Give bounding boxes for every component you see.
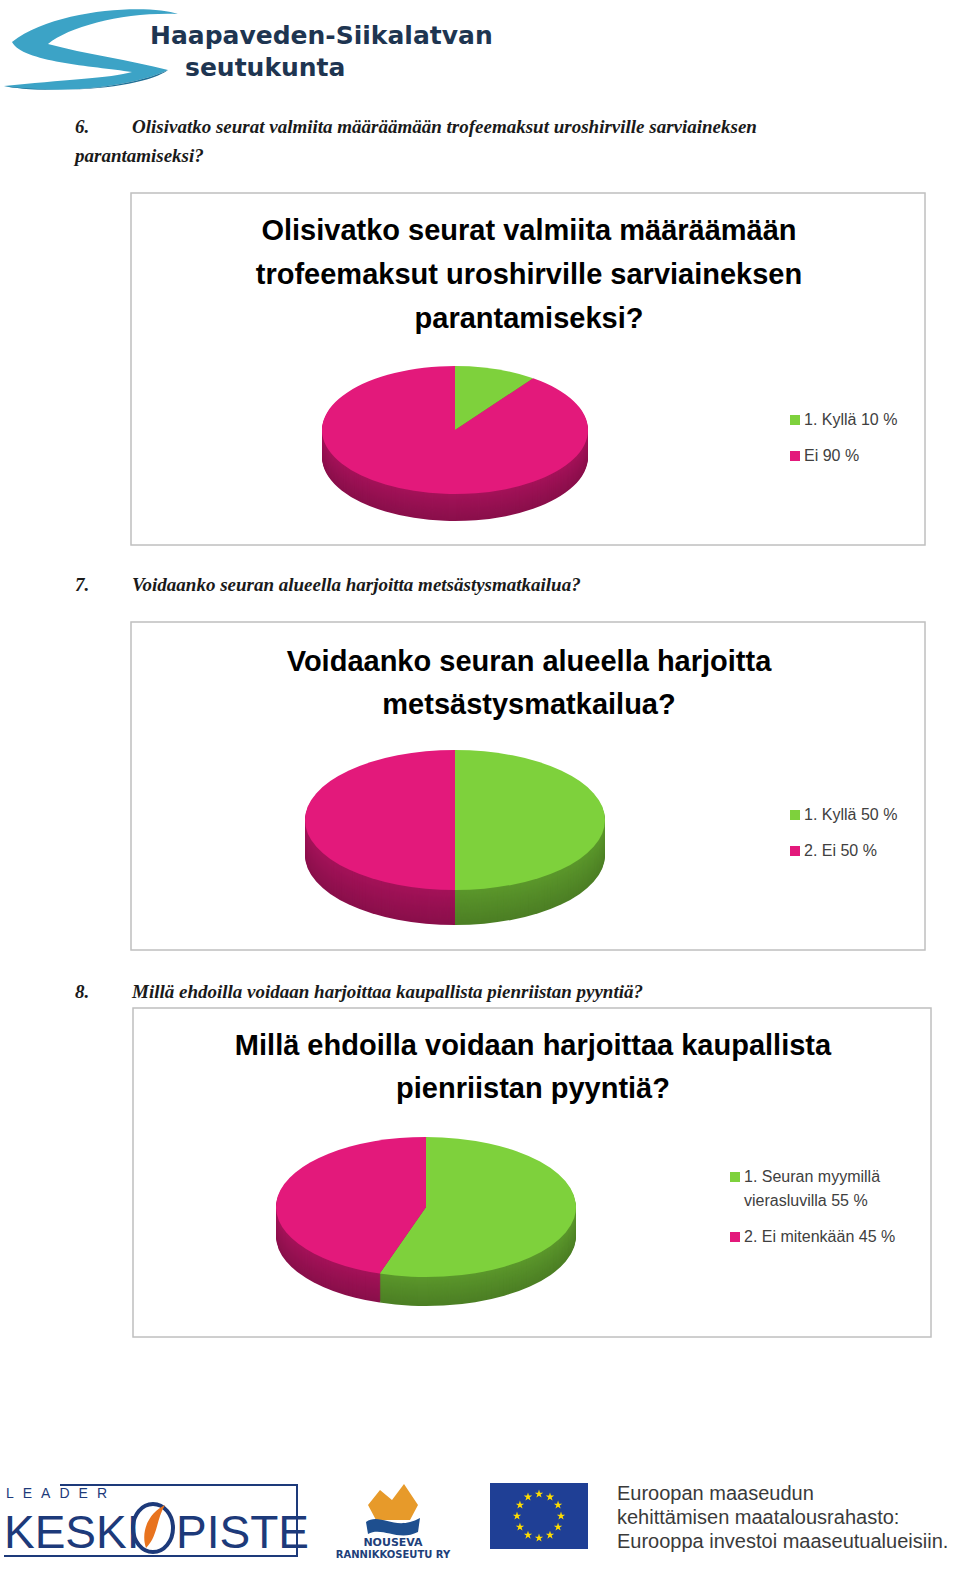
eu-star <box>535 1534 543 1542</box>
legend-label: 2. Ei mitenkään 45 % <box>744 1228 895 1245</box>
pie-top <box>276 1137 576 1277</box>
question-heading: 6. Olisivatko seurat valmiita määräämään … <box>73 116 757 166</box>
chart-frame <box>131 193 925 545</box>
chart-title: metsästysmatkailua? <box>382 688 675 720</box>
eu-flag <box>490 1483 588 1549</box>
pie-top <box>322 366 588 494</box>
pie-top <box>305 750 605 890</box>
question-number: 8. <box>75 981 89 1002</box>
eu-star <box>516 1501 524 1509</box>
footer: LEADER KESKI PISTE NOUSEVARANNIKKOSEUTU RY E… <box>4 1482 948 1560</box>
pie-slice <box>455 750 605 890</box>
legend-label: 2. Ei 50 % <box>804 842 877 859</box>
chart-title: Voidaanko seuran alueella harjoitta <box>287 645 772 677</box>
chart-title: Millä ehdoilla voidaan harjoittaa kaupal… <box>235 1029 832 1061</box>
eu-star <box>535 1490 543 1498</box>
leader-text: LEADER <box>6 1485 116 1501</box>
legend-swatch <box>730 1172 740 1182</box>
legend-label: Ei 90 % <box>804 447 859 464</box>
legend-swatch <box>790 415 800 425</box>
question-text: Millä ehdoilla voidaan harjoittaa kaupal… <box>131 981 643 1002</box>
legend-swatch <box>790 810 800 820</box>
legend-swatch <box>730 1232 740 1242</box>
legend-label: 1. Kyllä 50 % <box>804 806 897 823</box>
pie-slice-side <box>305 751 455 891</box>
chart: Voidaanko seuran alueella harjoitta metsä… <box>131 622 925 950</box>
legend-swatch <box>790 451 800 461</box>
eu-star <box>546 1493 554 1501</box>
legend: 1. Kyllä 10 % Ei 90 % <box>790 411 897 464</box>
chart-title: trofeemaksut uroshirville sarviaineksen <box>256 258 802 290</box>
question-number: 7. <box>75 574 89 595</box>
pie-slice <box>322 366 588 494</box>
pie-side-layer <box>276 1138 576 1278</box>
legend-label: 1. Kyllä 10 % <box>804 411 897 428</box>
page: Haapaveden-Siikalatvan seutukunta 6. Olisiv… <box>0 0 960 1570</box>
pie-side-layer <box>305 751 605 891</box>
keskipiste-o <box>133 1504 173 1552</box>
eu-star <box>546 1531 554 1539</box>
pie-slice-side <box>322 367 588 495</box>
keskipiste-flame <box>144 1505 165 1548</box>
chart-title: pienriistan pyyntiä? <box>396 1072 670 1104</box>
nouseva-emblem <box>368 1484 418 1520</box>
question-heading: 8. Millä ehdoilla voidaan harjoittaa kaup… <box>75 981 643 1002</box>
eu-star <box>557 1512 565 1520</box>
pie-slice <box>305 750 455 890</box>
eu-star <box>554 1523 562 1531</box>
pie-side-layer <box>322 367 588 495</box>
eu-text: Euroopan maaseudun <box>617 1482 814 1504</box>
question-text: Voidaanko seuran alueella harjoitta mets… <box>132 574 581 595</box>
chart-frame <box>131 622 925 950</box>
legend-swatch <box>790 846 800 856</box>
eu-text: Eurooppa investoi maaseutualueisiin. <box>617 1530 948 1552</box>
header-subtitle: seutukunta <box>185 53 345 82</box>
header-title: Haapaveden-Siikalatvan <box>150 21 493 50</box>
pie-plot <box>322 366 588 521</box>
header: Haapaveden-Siikalatvan seutukunta <box>4 9 493 90</box>
chart: Millä ehdoilla voidaan harjoittaa kaupal… <box>133 1008 931 1337</box>
question-number: 6. <box>75 116 89 137</box>
eu-star <box>516 1523 524 1531</box>
keski-text: KESKI <box>4 1506 140 1558</box>
legend-label: vierasluvilla 55 % <box>744 1192 868 1209</box>
question-text: Olisivatko seurat valmiita määräämään tr… <box>132 116 757 137</box>
eu-star <box>524 1531 532 1539</box>
legend: 1. Kyllä 50 % 2. Ei 50 % <box>790 806 897 859</box>
pie-plot <box>305 750 605 925</box>
eu-text: kehittämisen maatalousrahasto: <box>617 1506 899 1528</box>
legend: 1. Seuran myymillä vierasluvilla 55 % 2. E… <box>730 1168 895 1245</box>
nouseva-wave <box>366 1518 420 1535</box>
logo-swoosh-dark <box>4 70 168 90</box>
question-text: parantamiseksi? <box>73 145 204 166</box>
pie-slice-side <box>455 751 605 891</box>
piste-text: PISTE <box>176 1506 309 1558</box>
nouseva-text: NOUSEVA <box>363 1536 423 1549</box>
question-heading: 7. Voidaanko seuran alueella harjoitta me… <box>75 574 581 595</box>
chart-title: Olisivatko seurat valmiita määräämään <box>261 214 796 246</box>
eu-star <box>524 1493 532 1501</box>
eu-star <box>554 1501 562 1509</box>
chart-title: parantamiseksi? <box>415 302 644 334</box>
legend-label: 1. Seuran myymillä <box>744 1168 880 1185</box>
nouseva-text: RANNIKKOSEUTU RY <box>336 1549 451 1560</box>
eu-star <box>513 1512 521 1520</box>
pie-slice <box>276 1137 426 1274</box>
chart: Olisivatko seurat valmiita määräämään tro… <box>131 193 925 545</box>
pie-plot <box>276 1137 576 1306</box>
chart-frame <box>133 1008 931 1337</box>
page-canvas: Haapaveden-Siikalatvan seutukunta 6. Olisiv… <box>0 0 960 1570</box>
